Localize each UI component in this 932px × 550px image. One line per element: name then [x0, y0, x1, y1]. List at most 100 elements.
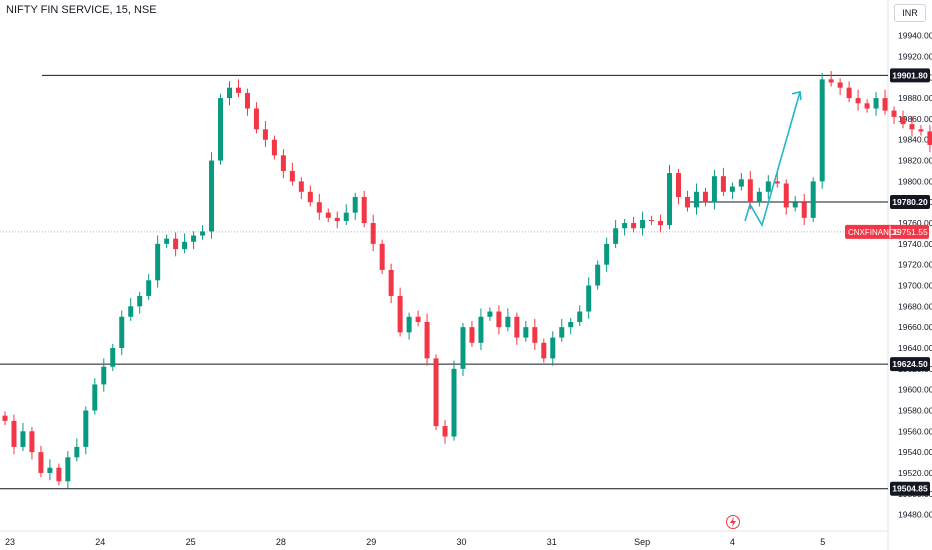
price-axis[interactable]	[0, 0, 889, 550]
time-axis[interactable]: 23 24 25 28 29 30 31 Sep 4 5	[5, 537, 825, 547]
candle-body	[155, 243, 161, 281]
candle-body	[819, 79, 825, 182]
candle-body	[496, 311, 502, 328]
candle-body	[577, 311, 583, 322]
candle-body	[487, 311, 493, 317]
candle	[882, 89, 888, 115]
y-tick-label: 19800.00	[898, 176, 932, 186]
candle-body	[334, 217, 340, 221]
candle	[325, 208, 331, 222]
candle-body	[864, 103, 870, 109]
candle-body	[424, 321, 430, 359]
x-tick-label: 31	[547, 537, 557, 547]
y-tick-label: 19760.00	[898, 218, 932, 228]
x-tick-label: 25	[186, 537, 196, 547]
candle-body	[289, 170, 295, 182]
candles	[2, 71, 932, 489]
candle	[586, 277, 592, 319]
projection-path	[744, 91, 801, 228]
candle	[164, 234, 170, 249]
candle-body	[541, 342, 547, 359]
x-tick-label: 23	[5, 537, 15, 547]
candle	[388, 263, 394, 304]
candle	[631, 216, 637, 233]
y-tick-label: 19560.00	[898, 426, 932, 436]
candle-body	[29, 431, 35, 453]
candle	[667, 164, 673, 230]
x-tick-label: 29	[366, 537, 376, 547]
candle-body	[235, 87, 241, 93]
candle	[119, 310, 125, 356]
symbol-title: NIFTY FIN SERVICE, 15, NSE	[6, 4, 157, 16]
level-tag	[890, 357, 930, 372]
candle-body	[514, 316, 520, 338]
candle	[846, 81, 852, 103]
candle	[702, 187, 708, 207]
candle-body	[20, 431, 26, 447]
candle-body	[613, 228, 619, 244]
y-tick-label: 19660.00	[898, 322, 932, 332]
candle-body	[774, 181, 780, 184]
candle-body	[173, 238, 179, 250]
candle-body	[146, 280, 152, 296]
candle-body	[361, 197, 367, 224]
candle	[523, 320, 529, 342]
level-tag-label: 19624.50	[892, 359, 928, 369]
candle	[550, 331, 556, 366]
candle-body	[271, 139, 277, 156]
candle	[379, 239, 385, 275]
candle-body	[83, 410, 89, 447]
candle-body	[460, 327, 466, 369]
candle	[909, 115, 915, 137]
candle	[235, 79, 241, 98]
candle	[74, 438, 80, 462]
candle	[442, 419, 448, 444]
candle-body	[810, 181, 816, 218]
candle	[595, 260, 601, 290]
candle-body	[406, 316, 412, 333]
candle	[927, 125, 932, 153]
candle-body	[729, 186, 735, 192]
x-tick-label: 30	[456, 537, 466, 547]
candle-body	[667, 173, 673, 226]
candle	[406, 312, 412, 340]
candle-body	[119, 316, 125, 348]
y-tick-label: 19820.00	[898, 156, 932, 166]
y-tick-label: 19840.00	[898, 135, 932, 145]
candle	[200, 225, 206, 240]
currency-button[interactable]: INR	[894, 4, 926, 22]
candle	[640, 211, 646, 236]
candle-body	[74, 446, 80, 458]
horizontal-levels	[0, 74, 888, 490]
candle	[137, 291, 143, 314]
candle-body	[307, 191, 313, 203]
candle	[47, 459, 53, 481]
candle-body	[918, 129, 924, 132]
candle-body	[738, 179, 744, 187]
candle	[146, 274, 152, 301]
y-tick-label: 19880.00	[898, 93, 932, 103]
candle	[774, 173, 780, 188]
candle-body	[56, 467, 62, 482]
flash-icon[interactable]	[726, 515, 740, 529]
candle-body	[765, 181, 771, 192]
candle	[451, 360, 457, 441]
candle	[83, 406, 89, 455]
candle-body	[604, 243, 610, 265]
candle-body	[38, 452, 44, 473]
candle-body	[191, 235, 197, 242]
candle-body	[855, 98, 861, 104]
candle-body	[891, 110, 897, 117]
candle	[352, 192, 358, 220]
candle	[433, 354, 439, 431]
price-axis-labels: 19940.0019920.0019900.0019880.0019860.00…	[898, 31, 932, 520]
candle	[38, 445, 44, 478]
candle	[541, 338, 547, 363]
candle	[532, 318, 538, 351]
candle	[128, 298, 134, 321]
candle-body	[433, 358, 439, 427]
candle-body	[397, 295, 403, 333]
candle	[415, 310, 421, 327]
candle	[505, 308, 511, 332]
